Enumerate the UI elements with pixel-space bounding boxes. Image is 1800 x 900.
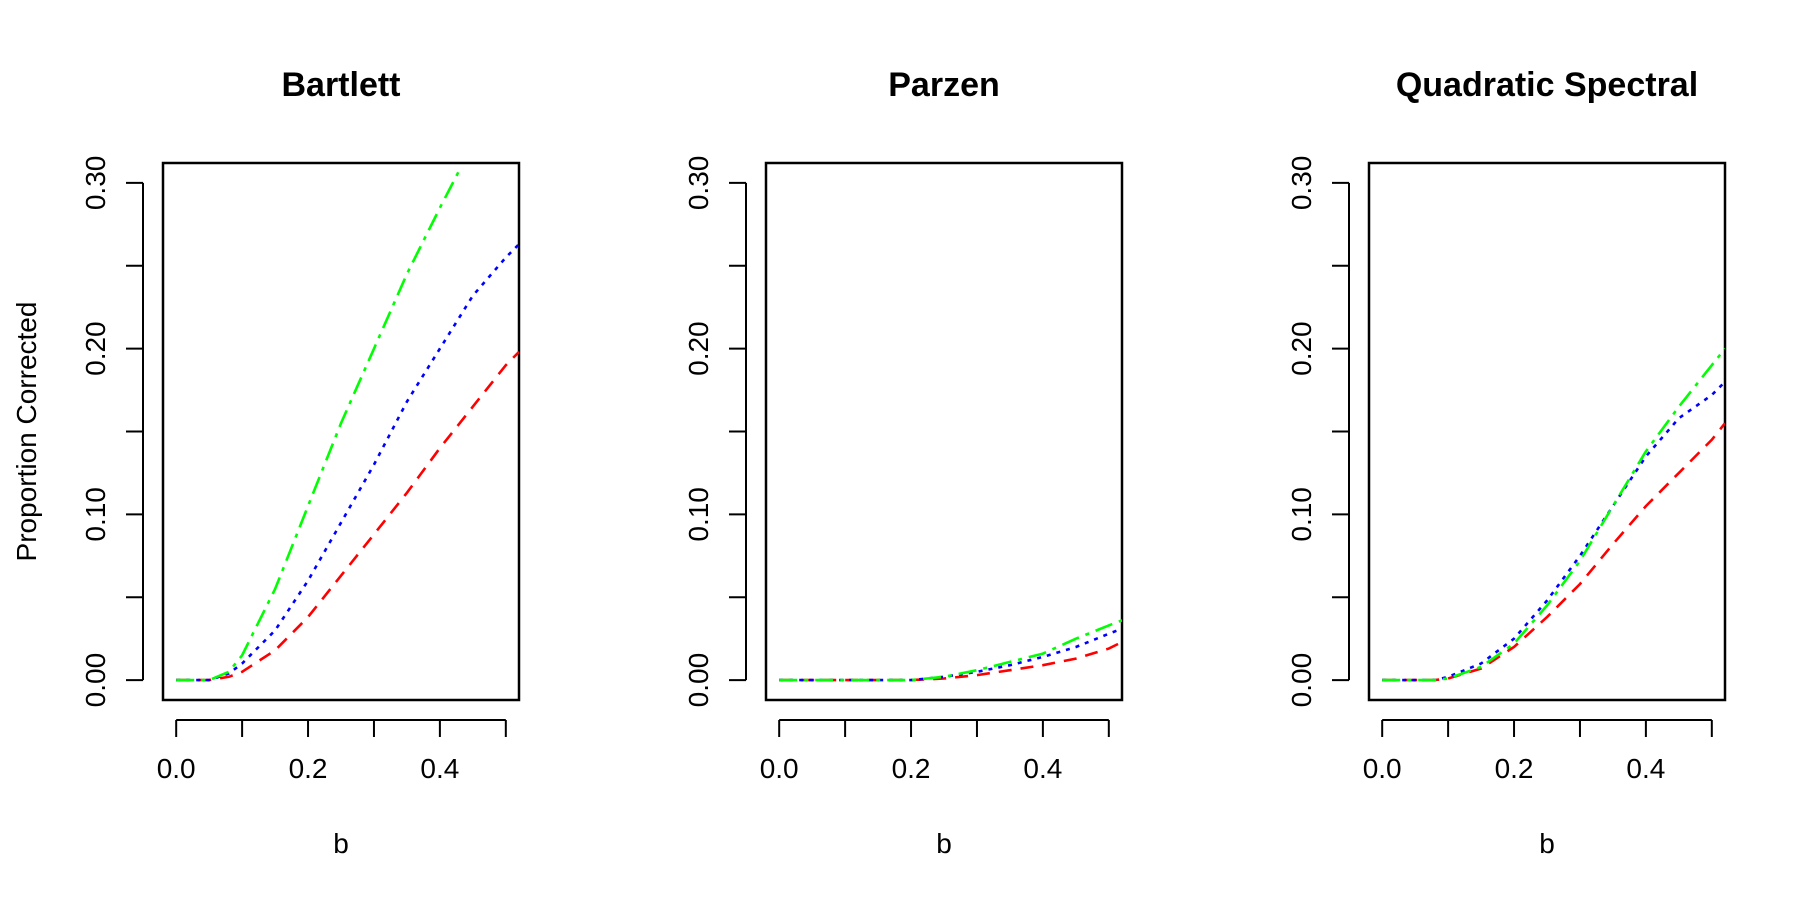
plot-frame <box>764 161 1124 702</box>
panel-title: Bartlett <box>281 66 400 104</box>
series-line-3 <box>176 169 461 682</box>
y-tick-label: 0.10 <box>1286 487 1317 542</box>
series-line-2 <box>1382 380 1725 682</box>
series-line-1 <box>176 350 519 682</box>
x-axis-label: b <box>333 828 349 859</box>
series-line-1 <box>1382 422 1725 682</box>
x-tick-label: 0.0 <box>1363 753 1402 784</box>
x-tick-label: 0.2 <box>892 753 931 784</box>
plot-frame <box>1367 161 1727 702</box>
panel-3: Quadratic Spectral 0.0 0.2 0.4 0.00 0.10 0.20 0… <box>1286 66 1727 859</box>
y-tick-label: 0.10 <box>683 487 714 542</box>
x-tick-label: 0.0 <box>157 753 196 784</box>
x-tick-label: 0.4 <box>1626 753 1665 784</box>
y-tick-label: 0.20 <box>1286 321 1317 376</box>
x-tick-label: 0.2 <box>289 753 328 784</box>
y-tick-label: 0.30 <box>80 156 111 211</box>
y-tick-label: 0.10 <box>80 487 111 542</box>
series-line-2 <box>176 243 519 682</box>
panel-2: Parzen 0.0 0.2 0.4 0.00 0.10 0.20 0.30 b <box>683 66 1124 859</box>
x-tick-label: 0.4 <box>420 753 459 784</box>
y-tick-label: 0.20 <box>80 321 111 376</box>
y-tick-label: 0.30 <box>1286 156 1317 211</box>
y-tick-label: 0.00 <box>1286 653 1317 708</box>
panel-1: Bartlett 0.0 0.2 0.4 0.00 0.10 0.20 0.30 b Propor… <box>11 66 521 859</box>
x-tick-label: 0.4 <box>1023 753 1062 784</box>
panel-title: Quadratic Spectral <box>1396 66 1698 104</box>
x-tick-label: 0.0 <box>760 753 799 784</box>
x-axis-label: b <box>1539 828 1555 859</box>
y-tick-label: 0.00 <box>683 653 714 708</box>
series-line-3 <box>779 619 1122 682</box>
series-line-2 <box>779 627 1122 682</box>
y-tick-label: 0.00 <box>80 653 111 708</box>
panel-title: Parzen <box>888 66 1000 104</box>
y-tick-label: 0.20 <box>683 321 714 376</box>
y-axis-label: Proportion Corrected <box>11 302 42 562</box>
series-line-3 <box>1382 347 1725 682</box>
x-axis-label: b <box>936 828 952 859</box>
y-tick-label: 0.30 <box>683 156 714 211</box>
plot-frame <box>161 161 521 702</box>
x-tick-label: 0.2 <box>1495 753 1534 784</box>
